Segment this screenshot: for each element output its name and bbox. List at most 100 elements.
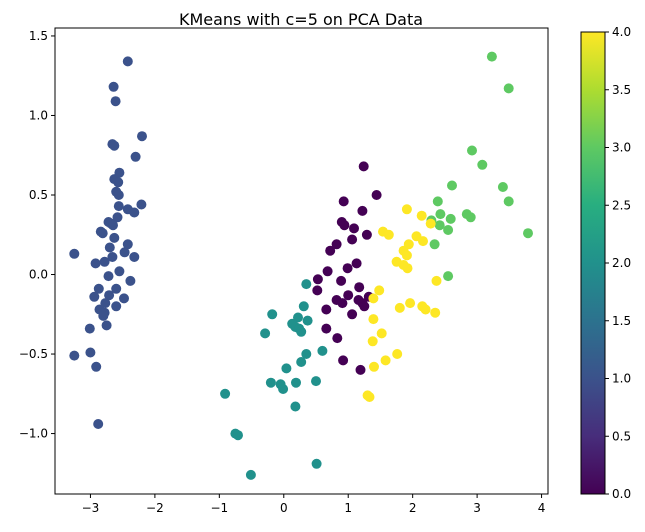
chart-title: KMeans with c=5 on PCA Data bbox=[179, 10, 423, 29]
data-point-cluster-0 bbox=[338, 355, 349, 366]
data-point-cluster-2 bbox=[293, 312, 303, 323]
data-point-cluster-2 bbox=[245, 469, 256, 480]
data-point-cluster-4 bbox=[418, 236, 428, 247]
data-point-cluster-4 bbox=[401, 250, 412, 261]
data-point-cluster-0 bbox=[312, 274, 323, 285]
data-point-cluster-2 bbox=[233, 430, 243, 441]
data-point-cluster-4 bbox=[376, 328, 387, 339]
y-tick-label: 1.0 bbox=[29, 108, 48, 122]
data-point-cluster-1 bbox=[107, 252, 118, 262]
data-point-cluster-1 bbox=[108, 81, 119, 92]
data-point-cluster-4 bbox=[430, 307, 441, 318]
data-point-cluster-1 bbox=[85, 347, 96, 358]
data-point-cluster-4 bbox=[374, 285, 385, 296]
data-point-cluster-0 bbox=[339, 220, 350, 231]
data-point-cluster-4 bbox=[431, 275, 442, 286]
data-point-cluster-1 bbox=[104, 242, 115, 253]
data-point-cluster-2 bbox=[311, 376, 321, 387]
data-point-cluster-4 bbox=[425, 218, 436, 229]
data-point-cluster-0 bbox=[354, 282, 365, 293]
data-point-cluster-3 bbox=[465, 212, 476, 223]
data-point-cluster-0 bbox=[337, 298, 348, 309]
data-point-cluster-2 bbox=[260, 328, 271, 339]
colorbar-tick-label: 0.5 bbox=[612, 429, 631, 443]
data-point-cluster-0 bbox=[338, 196, 349, 207]
colorbar-tick-label: 2.5 bbox=[612, 198, 631, 212]
data-point-cluster-1 bbox=[89, 291, 100, 302]
data-point-cluster-1 bbox=[113, 190, 124, 200]
data-point-cluster-1 bbox=[104, 290, 115, 301]
y-tick-label: 0.0 bbox=[29, 268, 48, 282]
data-point-cluster-2 bbox=[265, 377, 276, 388]
data-point-cluster-2 bbox=[296, 357, 307, 367]
data-point-cluster-1 bbox=[130, 151, 141, 162]
data-point-cluster-3 bbox=[523, 228, 533, 239]
data-point-cluster-1 bbox=[110, 96, 121, 107]
data-point-cluster-0 bbox=[355, 364, 366, 375]
data-point-cluster-1 bbox=[129, 252, 140, 262]
data-point-cluster-2 bbox=[291, 377, 301, 388]
data-point-cluster-3 bbox=[497, 182, 508, 192]
data-point-cluster-3 bbox=[447, 180, 457, 191]
data-point-cluster-0 bbox=[332, 333, 343, 344]
data-point-cluster-2 bbox=[301, 349, 312, 359]
data-point-cluster-3 bbox=[443, 225, 454, 235]
data-point-cluster-4 bbox=[402, 263, 413, 274]
data-point-cluster-1 bbox=[111, 283, 122, 294]
data-point-cluster-1 bbox=[69, 350, 80, 361]
data-point-cluster-1 bbox=[113, 177, 124, 188]
x-tick-label: 3 bbox=[473, 501, 481, 515]
colorbar-tick-label: 4.0 bbox=[612, 25, 631, 39]
data-point-cluster-4 bbox=[380, 355, 391, 366]
data-point-cluster-1 bbox=[103, 271, 114, 282]
y-tick-label: 0.5 bbox=[29, 188, 48, 202]
data-point-cluster-3 bbox=[443, 271, 454, 282]
data-point-cluster-1 bbox=[136, 199, 147, 210]
data-point-cluster-0 bbox=[312, 285, 323, 296]
data-point-cluster-4 bbox=[401, 204, 412, 215]
y-axis: −1.0 −0.5 0.0 0.5 1.0 1.5 bbox=[19, 29, 55, 441]
data-point-cluster-1 bbox=[90, 258, 101, 269]
data-point-cluster-4 bbox=[369, 361, 379, 372]
colorbar-tick-label: 3.5 bbox=[612, 83, 631, 97]
data-point-cluster-2 bbox=[296, 326, 307, 337]
x-tick-label: 1 bbox=[344, 501, 352, 515]
data-point-cluster-0 bbox=[351, 258, 362, 269]
data-point-cluster-1 bbox=[97, 228, 108, 239]
data-point-cluster-2 bbox=[301, 279, 312, 290]
data-point-cluster-1 bbox=[91, 361, 102, 372]
data-point-cluster-1 bbox=[69, 248, 80, 259]
data-point-cluster-1 bbox=[125, 275, 136, 286]
data-point-cluster-1 bbox=[109, 232, 120, 243]
data-point-cluster-1 bbox=[119, 293, 129, 304]
data-point-cluster-3 bbox=[432, 196, 443, 207]
data-point-cluster-1 bbox=[137, 131, 147, 142]
colorbar-axis: 0.0 0.5 1.0 1.5 2.0 2.5 3.0 3.5 4.0 bbox=[605, 25, 631, 501]
y-tick-label: −1.0 bbox=[19, 427, 48, 441]
data-point-cluster-3 bbox=[435, 209, 446, 220]
data-point-cluster-1 bbox=[99, 256, 110, 267]
data-point-cluster-0 bbox=[347, 309, 358, 320]
data-point-cluster-2 bbox=[281, 363, 292, 374]
data-point-cluster-3 bbox=[477, 159, 488, 170]
data-point-cluster-1 bbox=[84, 323, 95, 334]
x-tick-label: −2 bbox=[146, 501, 164, 515]
x-tick-label: 2 bbox=[409, 501, 417, 515]
data-point-cluster-1 bbox=[114, 266, 125, 277]
data-point-cluster-1 bbox=[119, 247, 130, 258]
data-point-cluster-3 bbox=[467, 145, 477, 156]
data-point-cluster-1 bbox=[112, 212, 123, 223]
data-point-cluster-0 bbox=[342, 263, 353, 274]
data-point-cluster-3 bbox=[429, 239, 440, 250]
data-point-cluster-0 bbox=[359, 301, 370, 312]
data-point-cluster-1 bbox=[109, 140, 120, 151]
data-point-cluster-2 bbox=[278, 384, 289, 394]
data-point-cluster-1 bbox=[100, 298, 111, 309]
data-point-cluster-0 bbox=[347, 234, 358, 245]
points-layer bbox=[69, 51, 533, 480]
data-point-cluster-0 bbox=[336, 275, 347, 286]
data-point-cluster-1 bbox=[98, 310, 109, 321]
colorbar-tick-label: 1.0 bbox=[612, 372, 631, 386]
data-point-cluster-1 bbox=[108, 220, 118, 231]
